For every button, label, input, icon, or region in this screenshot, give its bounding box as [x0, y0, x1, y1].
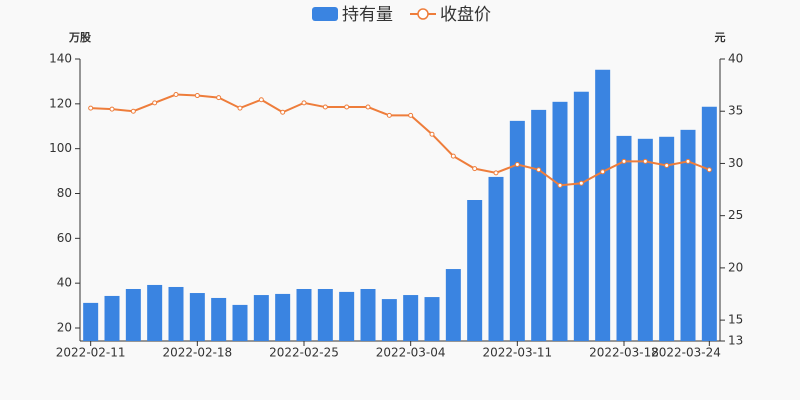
bar [467, 200, 483, 341]
price-point [472, 166, 478, 172]
legend-swatch [417, 8, 429, 20]
price-point [600, 169, 606, 175]
y2-tick-label: 13 [728, 334, 743, 348]
bar [253, 295, 269, 341]
bar [317, 288, 333, 341]
price-point [408, 112, 414, 118]
bar [488, 176, 504, 341]
price-point [365, 104, 371, 110]
y-tick-label: 80 [57, 186, 72, 200]
bar [83, 302, 99, 341]
bar [552, 101, 568, 341]
x-tick-label: 2022-03-24 [651, 346, 721, 360]
legend-label[interactable]: 持有量 [342, 5, 393, 25]
y-tick-label: 20 [57, 320, 72, 334]
bar [637, 138, 653, 341]
price-point [109, 106, 115, 112]
bar [189, 293, 205, 341]
y2-tick-label: 30 [728, 156, 743, 170]
bar [573, 91, 589, 341]
y2-axis-label: 元 [715, 31, 726, 44]
bar [680, 129, 696, 341]
price-point [685, 158, 691, 164]
bar [360, 288, 376, 341]
price-point [173, 92, 179, 98]
bar [403, 295, 419, 341]
bar [424, 297, 440, 341]
bar [211, 297, 227, 341]
y2-tick-label: 25 [728, 208, 743, 222]
price-point [557, 182, 563, 188]
price-point [536, 167, 542, 173]
y-tick-label: 60 [57, 231, 72, 245]
price-point [578, 180, 584, 186]
price-point [322, 104, 328, 110]
x-tick-label: 2022-02-25 [269, 346, 339, 360]
price-point [194, 93, 200, 99]
bar [125, 288, 141, 341]
bar [701, 106, 717, 341]
price-point [664, 163, 670, 169]
y-tick-label: 100 [49, 141, 72, 155]
bar [659, 136, 675, 341]
y-axis-label: 万股 [68, 31, 92, 44]
y2-tick-label: 40 [728, 52, 743, 66]
price-point [621, 158, 627, 164]
bar [147, 284, 163, 341]
bar [168, 286, 184, 341]
x-tick-label: 2022-02-11 [56, 346, 126, 360]
price-point [642, 158, 648, 164]
price-point [493, 170, 499, 176]
price-point [280, 109, 286, 115]
legend-label[interactable]: 收盘价 [440, 5, 491, 25]
price-point [514, 161, 520, 167]
price-point [258, 97, 264, 103]
price-line [90, 93, 710, 187]
price-point [429, 131, 435, 137]
bar [509, 120, 525, 342]
y2-tick-label: 20 [728, 260, 743, 274]
bar [232, 304, 248, 341]
y2-tick-label: 35 [728, 104, 743, 118]
price-point [88, 105, 94, 111]
price-point [152, 100, 158, 106]
price-point [216, 95, 222, 101]
bar [104, 295, 120, 341]
price-point [450, 153, 456, 159]
y-tick-label: 120 [49, 96, 72, 110]
x-tick-label: 2022-02-18 [162, 346, 232, 360]
bar [616, 135, 632, 341]
bar [275, 293, 291, 341]
y-tick-label: 40 [57, 276, 72, 290]
price-point [237, 105, 243, 111]
price-point [386, 112, 392, 118]
x-tick-label: 2022-03-11 [482, 346, 552, 360]
bar [381, 299, 397, 341]
legend-swatch [312, 7, 338, 21]
bar [339, 291, 355, 341]
bar [296, 288, 312, 341]
x-tick-label: 2022-03-04 [376, 346, 446, 360]
price-point [301, 100, 307, 106]
price-point [130, 108, 136, 114]
price-point [344, 104, 350, 110]
y-tick-label: 140 [49, 52, 72, 66]
x-tick-label: 2022-03-18 [589, 346, 659, 360]
bar [595, 69, 611, 341]
y2-tick-label: 15 [728, 313, 743, 327]
bar [445, 269, 461, 341]
price-point [706, 167, 712, 173]
bar [531, 109, 547, 342]
